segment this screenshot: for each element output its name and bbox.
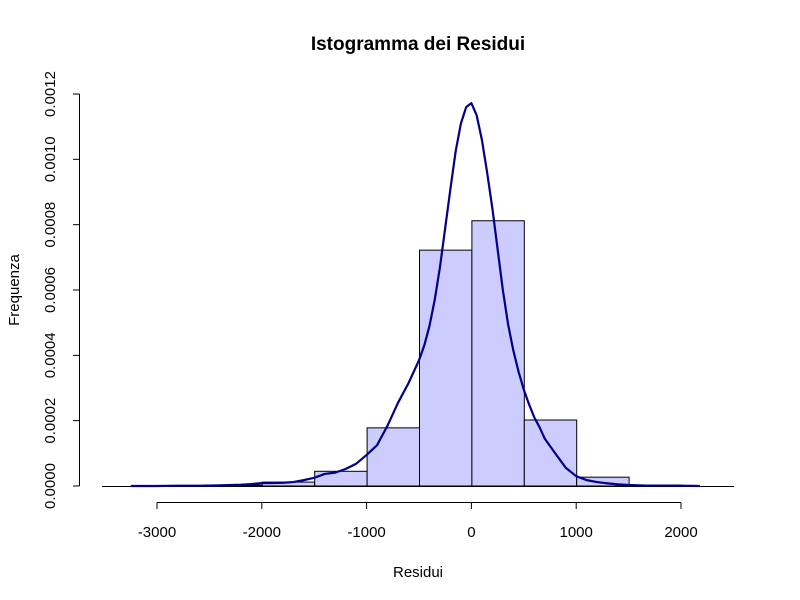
y-tick-label: 0.0000 xyxy=(42,463,59,509)
y-tick-label: 0.0006 xyxy=(42,267,59,313)
x-tick-label: 1000 xyxy=(560,524,593,541)
x-tick-label: 0 xyxy=(467,524,475,541)
y-axis-label: Frequenza xyxy=(6,253,23,325)
x-axis: -3000 -2000 -1000 0 1000 2000 xyxy=(138,502,698,541)
y-tick-label: 0.0012 xyxy=(42,71,59,117)
y-axis: 0.0000 0.0002 0.0004 0.0006 0.0008 0.0010 0.00… xyxy=(42,71,80,509)
y-tick-label: 0.0010 xyxy=(42,136,59,182)
density-curve xyxy=(130,102,700,488)
y-tick-label: 0.0008 xyxy=(42,202,59,248)
x-tick-label: -3000 xyxy=(138,524,176,541)
histogram-bars xyxy=(209,220,682,487)
histogram-bar xyxy=(471,220,525,487)
chart-title: Istogramma dei Residui xyxy=(311,34,525,55)
x-tick-label: 2000 xyxy=(664,524,697,541)
y-tick-label: 0.0004 xyxy=(42,332,59,378)
histogram-bar xyxy=(419,249,473,487)
histogram-bar xyxy=(366,427,421,487)
x-tick-label: -2000 xyxy=(243,524,281,541)
x-tick-label: -1000 xyxy=(347,524,385,541)
histogram-bar xyxy=(523,419,578,487)
histogram-bar xyxy=(314,470,368,487)
x-axis-label: Residui xyxy=(393,564,443,581)
y-tick-label: 0.0002 xyxy=(42,398,59,444)
